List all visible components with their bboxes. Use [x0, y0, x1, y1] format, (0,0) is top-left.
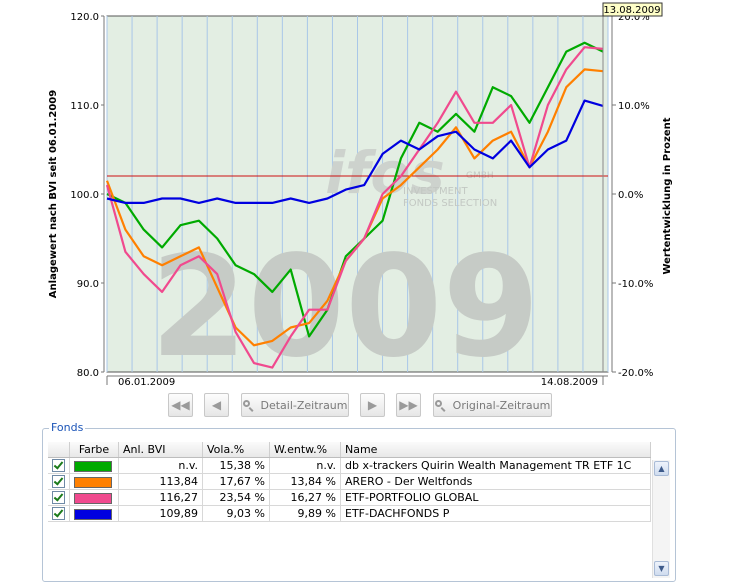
- table-row[interactable]: 109,89 9,03 % 9,89 % ETF-DACHFONDS P: [48, 505, 651, 522]
- fonds-table: Farbe Anl. BVI Vola.% W.entw.% Name n.v.…: [48, 442, 651, 522]
- zoom-icon: [242, 399, 254, 411]
- y-axis-left: 120.0 110.0 100.0 90.0 80.0: [70, 12, 105, 379]
- color-cell: [69, 489, 119, 506]
- y-axis-left-label: Anlagewert nach BVI seit 06.01.2009: [48, 90, 59, 298]
- wentw-cell: 16,27 %: [269, 489, 341, 506]
- vola-cell: 17,67 %: [202, 473, 270, 490]
- cursor-date-box: [602, 2, 663, 17]
- previous-button[interactable]: ◀: [204, 393, 229, 417]
- header-anl-bvi[interactable]: Anl. BVI: [118, 442, 203, 458]
- y-left-tick-label: 120.0: [70, 12, 99, 23]
- vola-cell: 9,03 %: [202, 505, 270, 522]
- vola-cell: 23,54 %: [202, 489, 270, 506]
- y-axis-right-label: Wertentwicklung in Prozent: [662, 117, 673, 274]
- next-icon: ▶: [367, 398, 378, 412]
- skip-first-icon: ◀◀: [171, 398, 190, 412]
- chevron-down-icon: ▼: [658, 564, 665, 573]
- row-check-cell[interactable]: [48, 473, 70, 490]
- grid-lines: [106, 16, 609, 372]
- wentw-cell: 9,89 %: [269, 505, 341, 522]
- wentw-cell: n.v.: [269, 457, 341, 474]
- cursor-date-label: 13.08.2009: [603, 5, 660, 16]
- detail-period-label: Detail-Zeitraum: [260, 398, 348, 412]
- y-left-tick-label: 90.0: [77, 279, 99, 290]
- y-right-tick-label: 10.0%: [618, 101, 650, 112]
- table-header-row: Farbe Anl. BVI Vola.% W.entw.% Name: [48, 442, 651, 458]
- y-right-tick-label: -20.0%: [618, 368, 653, 379]
- y-right-tick-label: -10.0%: [618, 279, 653, 290]
- watermark-year: 2009: [150, 226, 540, 389]
- color-swatch: [74, 460, 112, 472]
- color-swatch: [74, 492, 112, 504]
- anl-bvi-cell: 109,89: [118, 505, 203, 522]
- row-checkbox[interactable]: [52, 459, 65, 473]
- header-name[interactable]: Name: [340, 442, 651, 458]
- header-farbe[interactable]: Farbe: [69, 442, 119, 458]
- y-left-tick-label: 110.0: [70, 101, 99, 112]
- scroll-up-button[interactable]: ▲: [654, 461, 669, 476]
- x-end-label: 14.08.2009: [541, 377, 598, 388]
- color-cell: [69, 505, 119, 522]
- watermark-line2: FONDS SELECTION: [403, 198, 497, 209]
- fonds-panel: [42, 428, 676, 582]
- row-checkbox[interactable]: [52, 491, 65, 505]
- y-left-tick-label: 80.0: [77, 368, 99, 379]
- header-vola[interactable]: Vola.%: [202, 442, 270, 458]
- anl-bvi-cell: n.v.: [118, 457, 203, 474]
- zoom-out-icon: [434, 399, 446, 411]
- chart: 2009 ifos GMBH INVESTMENT FONDS SELECTIO…: [48, 2, 673, 389]
- series-line-2: [105, 46, 604, 369]
- name-cell: ETF-DACHFONDS P: [340, 505, 651, 522]
- table-row[interactable]: 116,27 23,54 % 16,27 % ETF-PORTFOLIO GLO…: [48, 489, 651, 506]
- x-start-label: 06.01.2009: [118, 377, 175, 388]
- vola-cell: 15,38 %: [202, 457, 270, 474]
- table-scrollbar[interactable]: ▲ ▼: [652, 460, 670, 578]
- header-wentw[interactable]: W.entw.%: [269, 442, 341, 458]
- color-cell: [69, 473, 119, 490]
- color-cell: [69, 457, 119, 474]
- next-button[interactable]: ▶: [360, 393, 385, 417]
- name-cell: ETF-PORTFOLIO GLOBAL: [340, 489, 651, 506]
- row-check-cell[interactable]: [48, 505, 70, 522]
- wentw-cell: 13,84 %: [269, 473, 341, 490]
- row-check-cell[interactable]: [48, 457, 70, 474]
- y-right-tick-label: 20.0%: [618, 12, 650, 23]
- y-left-tick-label: 100.0: [70, 190, 99, 201]
- series-lines: [105, 41, 604, 369]
- original-period-label: Original-Zeitraum: [452, 398, 551, 412]
- name-cell: ARERO - Der Weltfonds: [340, 473, 651, 490]
- prev-icon: ◀: [211, 398, 222, 412]
- first-button[interactable]: ◀◀: [168, 393, 193, 417]
- color-swatch: [74, 508, 112, 520]
- anl-bvi-cell: 113,84: [118, 473, 203, 490]
- row-checkbox[interactable]: [52, 475, 65, 489]
- series-line-0: [106, 41, 604, 338]
- last-button[interactable]: ▶▶: [396, 393, 421, 417]
- skip-last-icon: ▶▶: [399, 398, 418, 412]
- original-period-button[interactable]: Original-Zeitraum: [433, 393, 552, 417]
- row-check-cell[interactable]: [48, 489, 70, 506]
- anl-bvi-cell: 116,27: [118, 489, 203, 506]
- watermark-line1: INVESTMENT: [403, 186, 468, 197]
- table-row[interactable]: n.v. 15,38 % n.v. db x-trackers Quirin W…: [48, 457, 651, 474]
- series-line-3: [106, 99, 604, 204]
- color-swatch: [74, 476, 112, 488]
- name-cell: db x-trackers Quirin Wealth Management T…: [340, 457, 651, 474]
- detail-period-button[interactable]: Detail-Zeitraum: [241, 393, 349, 417]
- y-right-tick-label: 0.0%: [618, 190, 643, 201]
- chevron-up-icon: ▲: [658, 464, 665, 473]
- table-row[interactable]: 113,84 17,67 % 13,84 % ARERO - Der Weltf…: [48, 473, 651, 490]
- fonds-legend: Fonds: [49, 421, 86, 434]
- scroll-down-button[interactable]: ▼: [654, 561, 669, 576]
- header-check: [48, 442, 70, 458]
- row-checkbox[interactable]: [52, 507, 65, 521]
- y-axis-right: 20.0% 10.0% 0.0% -10.0% -20.0%: [611, 12, 653, 379]
